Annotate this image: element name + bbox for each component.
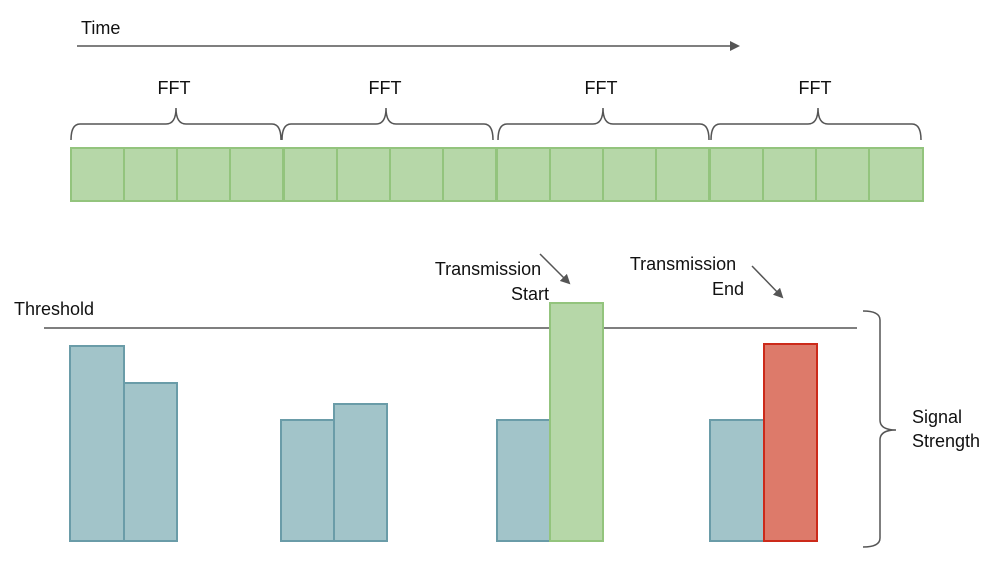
signal-bars: [69, 302, 818, 542]
sample-bin: [815, 147, 870, 202]
sample-bin: [283, 147, 338, 202]
fft-brace-2: [281, 107, 494, 141]
sample-bin: [709, 147, 764, 202]
transmission-start-label-line1: Transmission: [435, 259, 541, 279]
sample-bin: [442, 147, 497, 202]
transmission-end-bar: [763, 343, 818, 542]
transmission-start-bar: [549, 302, 604, 542]
sample-bin: [229, 147, 284, 202]
noise-bar: [69, 345, 125, 542]
transmission-end-label-line1: Transmission: [630, 254, 736, 274]
threshold-label: Threshold: [14, 299, 94, 319]
fft-brace-1: [70, 107, 282, 141]
sample-bin: [496, 147, 551, 202]
noise-bar: [709, 419, 765, 542]
fft-label-2: FFT: [369, 78, 402, 98]
fft-brace-3: [497, 107, 710, 141]
time-label: Time: [81, 18, 120, 38]
sample-bin: [549, 147, 604, 202]
sample-bin: [176, 147, 231, 202]
fft-label-1: FFT: [158, 78, 191, 98]
transmission-start-arrow: [539, 253, 571, 285]
fft-label-4: FFT: [799, 78, 832, 98]
sample-bin: [336, 147, 391, 202]
transmission-end-label-line2: End: [712, 279, 744, 299]
signal-strength-label-line2: Strength: [912, 431, 980, 451]
sample-bin: [123, 147, 178, 202]
signal-strength-label-line1: Signal: [912, 407, 962, 427]
transmission-start-label-line2: Start: [511, 284, 549, 304]
sample-bin: [868, 147, 924, 202]
fft-window-braces: [70, 107, 922, 141]
fft-brace-4: [710, 107, 922, 141]
sample-bins: [70, 147, 924, 202]
sample-bin: [70, 147, 125, 202]
noise-bar: [123, 382, 178, 542]
sample-bin: [762, 147, 817, 202]
sample-bin: [655, 147, 710, 202]
noise-bar: [496, 419, 551, 542]
noise-bar: [280, 419, 335, 542]
transmission-end-arrow: [751, 265, 784, 299]
signal-strength-brace: [862, 310, 897, 548]
noise-bar: [333, 403, 388, 542]
sample-bin: [602, 147, 657, 202]
fft-label-3: FFT: [585, 78, 618, 98]
sample-bin: [389, 147, 444, 202]
